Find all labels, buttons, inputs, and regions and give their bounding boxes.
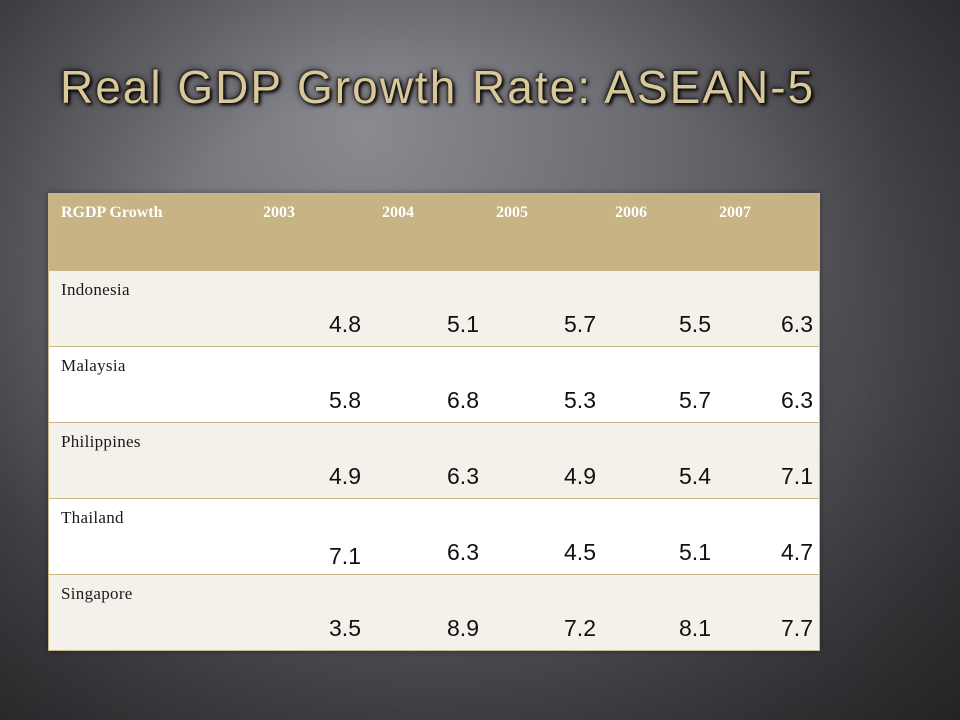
table-cell: 5.7 — [679, 387, 711, 413]
header-cell-2006: 2006 — [615, 204, 647, 221]
table-cell: 6.3 — [781, 311, 813, 337]
table-cell: 5.3 — [564, 387, 596, 413]
table-cell: 8.1 — [679, 615, 711, 641]
table-cell: 4.5 — [564, 539, 596, 565]
header-cell-2004: 2004 — [382, 204, 414, 221]
table-cell: 5.5 — [679, 311, 711, 337]
table-cell: 4.8 — [329, 311, 361, 337]
table-cell: 4.9 — [564, 463, 596, 489]
header-cell-2003: 2003 — [263, 204, 295, 221]
header-cell-2005: 2005 — [496, 204, 528, 221]
table-cell: 4.7 — [781, 539, 813, 565]
gdp-table: RGDP Growth 2003 2004 2005 2006 2007 Ind… — [48, 193, 820, 651]
table-row: Philippines 4.9 6.3 4.9 5.4 7.1 — [49, 422, 819, 498]
page-title: Real GDP Growth Rate: ASEAN-5 — [60, 61, 816, 113]
table-cell: 6.3 — [447, 463, 479, 489]
row-country-label: Thailand — [61, 508, 124, 527]
table-cell: 7.1 — [329, 543, 361, 569]
row-country-label: Singapore — [61, 584, 133, 603]
table-cell: 5.8 — [329, 387, 361, 413]
row-country-label: Philippines — [61, 432, 141, 451]
table-row: Thailand 7.1 6.3 4.5 5.1 4.7 — [49, 498, 819, 574]
table-cell: 5.4 — [679, 463, 711, 489]
row-country-label: Indonesia — [61, 280, 130, 299]
table-cell: 4.9 — [329, 463, 361, 489]
table-cell: 7.2 — [564, 615, 596, 641]
header-cell-2007: 2007 — [719, 204, 751, 221]
table-cell: 3.5 — [329, 615, 361, 641]
table-cell: 8.9 — [447, 615, 479, 641]
row-country-label: Malaysia — [61, 356, 126, 375]
header-cell-label: RGDP Growth — [61, 204, 163, 221]
table-header-row: RGDP Growth 2003 2004 2005 2006 2007 — [49, 194, 819, 270]
table-row: Indonesia 4.8 5.1 5.7 5.5 6.3 — [49, 270, 819, 346]
table-cell: 7.1 — [781, 463, 813, 489]
table-cell: 5.1 — [679, 539, 711, 565]
table-cell: 5.7 — [564, 311, 596, 337]
table-row: Singapore 3.5 8.9 7.2 8.1 7.7 — [49, 574, 819, 650]
table-cell: 6.8 — [447, 387, 479, 413]
table-row: Malaysia 5.8 6.8 5.3 5.7 6.3 — [49, 346, 819, 422]
table-cell: 6.3 — [447, 539, 479, 565]
table-cell: 5.1 — [447, 311, 479, 337]
table-cell: 7.7 — [781, 615, 813, 641]
table-cell: 6.3 — [781, 387, 813, 413]
